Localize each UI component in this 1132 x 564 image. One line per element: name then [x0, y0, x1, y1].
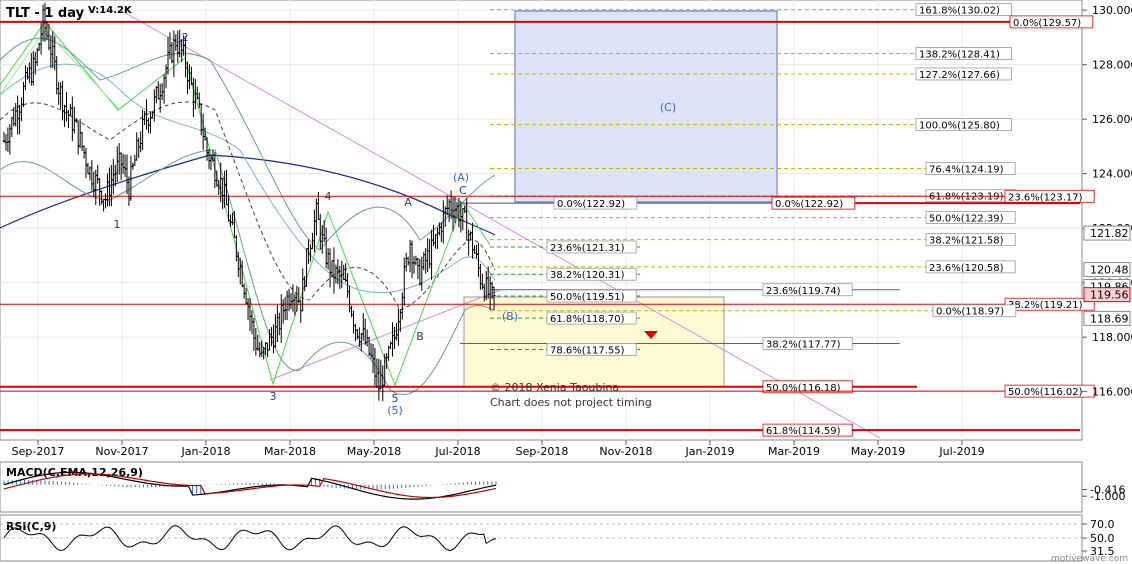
- wave-label: (B): [502, 310, 518, 323]
- rsi-tick-label: 70.0: [1090, 518, 1115, 531]
- volume-label: V:14.2K: [88, 5, 133, 16]
- target-box-c: [514, 10, 778, 203]
- wave-label: 3: [270, 390, 277, 403]
- wave-labels: 1 2 3 4 5(5) A B C(A) (B) (C): [114, 31, 677, 417]
- fib-level-label: 138.2%(128.41): [919, 50, 1000, 61]
- fib-level-label: 38.2%(119.21): [1008, 300, 1083, 311]
- x-tick-label: Sep-2018: [516, 445, 569, 458]
- fib-level-label: 23.6%(123.17): [1008, 192, 1083, 203]
- fib-level-label: 38.2%(121.58): [929, 236, 1004, 247]
- x-tick-label: May-2018: [347, 445, 402, 458]
- fib-level-label: 50.0%(116.18): [766, 383, 841, 394]
- fib-level-label: 23.6%(119.74): [766, 286, 841, 297]
- wave-label: 5: [392, 392, 399, 405]
- wave-label: C: [459, 184, 467, 197]
- timing-note: Chart does not project timing: [490, 396, 652, 409]
- down-arrow-icon: [644, 331, 658, 339]
- fib-level-label: 38.2%(117.77): [766, 339, 841, 350]
- rsi-tick-label: 31.5: [1090, 545, 1115, 558]
- price-flag: 119.56: [1090, 289, 1129, 302]
- wave-label: (C): [660, 101, 676, 114]
- fib-level-label: 0.0%(118.97): [936, 307, 1004, 318]
- price-axis: 116.000118.000120.000122.000124.000126.0…: [1082, 4, 1132, 399]
- price-tick-label: 118.000: [1092, 331, 1132, 344]
- fib-level-label: 0.0%(129.57): [1013, 18, 1081, 29]
- rsi-tick-label: 50.0: [1090, 532, 1115, 545]
- x-tick-label: Sep-2017: [12, 445, 65, 458]
- macd-panel: [0, 461, 1083, 513]
- fib-level-label: 61.8%(114.59): [766, 426, 841, 437]
- copyright-note: © 2018 Xenia Taoubina: [490, 381, 619, 394]
- x-tick-label: Jan-2018: [181, 445, 231, 458]
- x-tick-label: Mar-2018: [264, 445, 316, 458]
- rsi-series: [0, 523, 1082, 552]
- chart-title: TLT - 1 day: [6, 6, 85, 21]
- price-tick-label: 124.000: [1092, 168, 1132, 181]
- x-tick-label: Nov-2018: [599, 445, 652, 458]
- x-tick-label: Jan-2019: [685, 445, 735, 458]
- wave-label: 4: [325, 190, 332, 203]
- wave-label: (A): [453, 171, 469, 184]
- fib-level-label: 0.0%(122.92): [557, 199, 625, 210]
- rsi-title: RSI(C,9): [6, 520, 56, 533]
- fib-level-label: 127.2%(127.66): [919, 70, 1000, 81]
- x-tick-label: May-2019: [851, 445, 906, 458]
- fib-level-label: 161.8%(130.02): [919, 6, 1000, 17]
- fib-level-label: 0.0%(122.92): [775, 199, 843, 210]
- overlays: [0, 9, 881, 439]
- wave-label: 2: [182, 31, 189, 44]
- fib-level-label: 50.0%(119.51): [550, 292, 625, 303]
- fib-level-label: 100.0%(125.80): [919, 121, 1000, 132]
- fib-level-label: 61.8%(123.19): [929, 192, 1004, 203]
- price-bars: [2, 2, 496, 402]
- x-tick-label: Jul-2018: [434, 445, 480, 458]
- fib-level-label: 78.6%(117.55): [550, 345, 625, 356]
- watermark: motivewave.com: [1051, 554, 1128, 564]
- fib-level-label: 61.8%(118.70): [550, 314, 625, 325]
- macd-tick-label: -1.000: [1090, 490, 1125, 503]
- fib-level-label: 23.6%(120.58): [929, 263, 1004, 274]
- macd-tick-label: -0.416: [1090, 483, 1125, 496]
- wave-label: (5): [387, 404, 403, 417]
- wave-label: B: [416, 330, 424, 343]
- rsi-axis: 70.050.031.5: [1082, 518, 1115, 558]
- fib-level-label: 76.4%(124.19): [929, 164, 1004, 175]
- wave-label: 1: [114, 218, 121, 231]
- price-tick-label: 128.000: [1092, 59, 1132, 72]
- x-tick-label: Nov-2017: [95, 445, 148, 458]
- price-tick-label: 126.000: [1092, 113, 1132, 126]
- x-tick-label: Mar-2019: [768, 445, 820, 458]
- macd-axis: -0.416-1.000: [1082, 483, 1125, 503]
- wave-label: A: [404, 196, 412, 209]
- macd-series: [3, 471, 497, 500]
- fib-level-label: 50.0%(116.02): [1008, 387, 1083, 398]
- fib-level-label: 38.2%(120.31): [550, 270, 625, 281]
- fib-level-label: 50.0%(122.39): [929, 214, 1004, 225]
- x-tick-label: Jul-2019: [938, 445, 984, 458]
- price-tick-label: 130.000: [1092, 4, 1132, 17]
- x-axis: Sep-2017 Nov-2017 Jan-2018 Mar-2018 May-2018…: [12, 440, 985, 458]
- price-flag: 120.48: [1090, 264, 1129, 277]
- price-flag: 121.82: [1090, 227, 1129, 240]
- fib-levels: 161.8%(130.02) 0.0%(129.57) 138.2%(128.41)…: [0, 3, 1095, 437]
- fib-level-label: 23.6%(121.31): [550, 243, 625, 254]
- price-tick-label: 116.000: [1092, 386, 1132, 399]
- price-flag: 118.69: [1090, 312, 1129, 325]
